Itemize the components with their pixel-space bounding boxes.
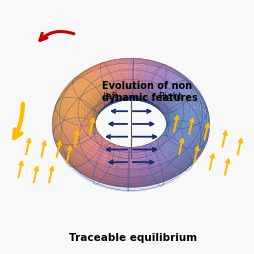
Text: Right: Right (157, 92, 181, 101)
Text: Evolution of non
dynamic features: Evolution of non dynamic features (102, 80, 197, 103)
Text: Left: Left (101, 92, 117, 101)
Text: Traceable equilibrium: Traceable equilibrium (68, 232, 196, 242)
